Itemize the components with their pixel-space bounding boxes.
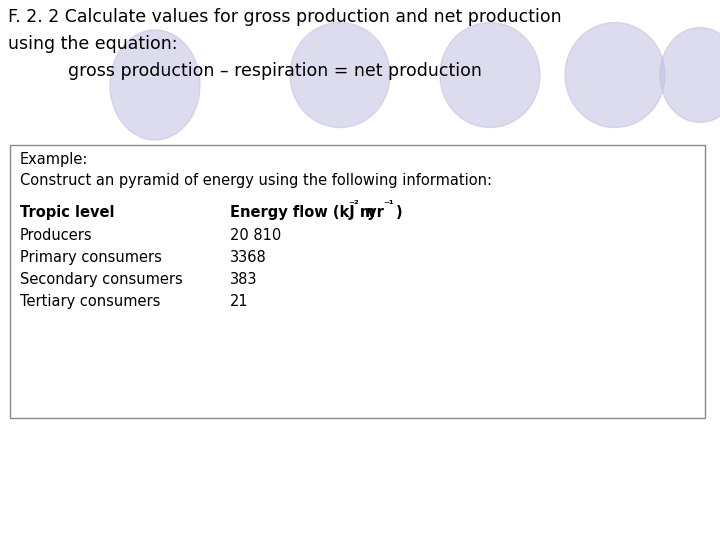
Text: 20 810: 20 810 — [230, 228, 282, 243]
Text: ): ) — [396, 205, 402, 220]
Text: Tropic level: Tropic level — [20, 205, 114, 220]
Text: F. 2. 2 Calculate values for gross production and net production: F. 2. 2 Calculate values for gross produ… — [8, 8, 562, 26]
Text: using the equation:: using the equation: — [8, 35, 178, 53]
Ellipse shape — [565, 23, 665, 127]
Text: ⁻¹: ⁻¹ — [383, 200, 394, 210]
Text: 383: 383 — [230, 272, 258, 287]
Text: ⁻²: ⁻² — [348, 200, 359, 210]
Text: 21: 21 — [230, 294, 248, 309]
Text: Producers: Producers — [20, 228, 93, 243]
Text: Primary consumers: Primary consumers — [20, 250, 162, 265]
Ellipse shape — [110, 30, 200, 140]
Ellipse shape — [290, 23, 390, 127]
Text: yr: yr — [362, 205, 384, 220]
Ellipse shape — [660, 28, 720, 123]
Ellipse shape — [440, 23, 540, 127]
FancyBboxPatch shape — [10, 145, 705, 418]
Text: Secondary consumers: Secondary consumers — [20, 272, 183, 287]
Text: gross production – respiration = net production: gross production – respiration = net pro… — [68, 62, 482, 80]
Text: Example:: Example: — [20, 152, 89, 167]
Text: Construct an pyramid of energy using the following information:: Construct an pyramid of energy using the… — [20, 173, 492, 188]
Text: Energy flow (kJ m: Energy flow (kJ m — [230, 205, 375, 220]
Text: Tertiary consumers: Tertiary consumers — [20, 294, 161, 309]
Text: 3368: 3368 — [230, 250, 266, 265]
